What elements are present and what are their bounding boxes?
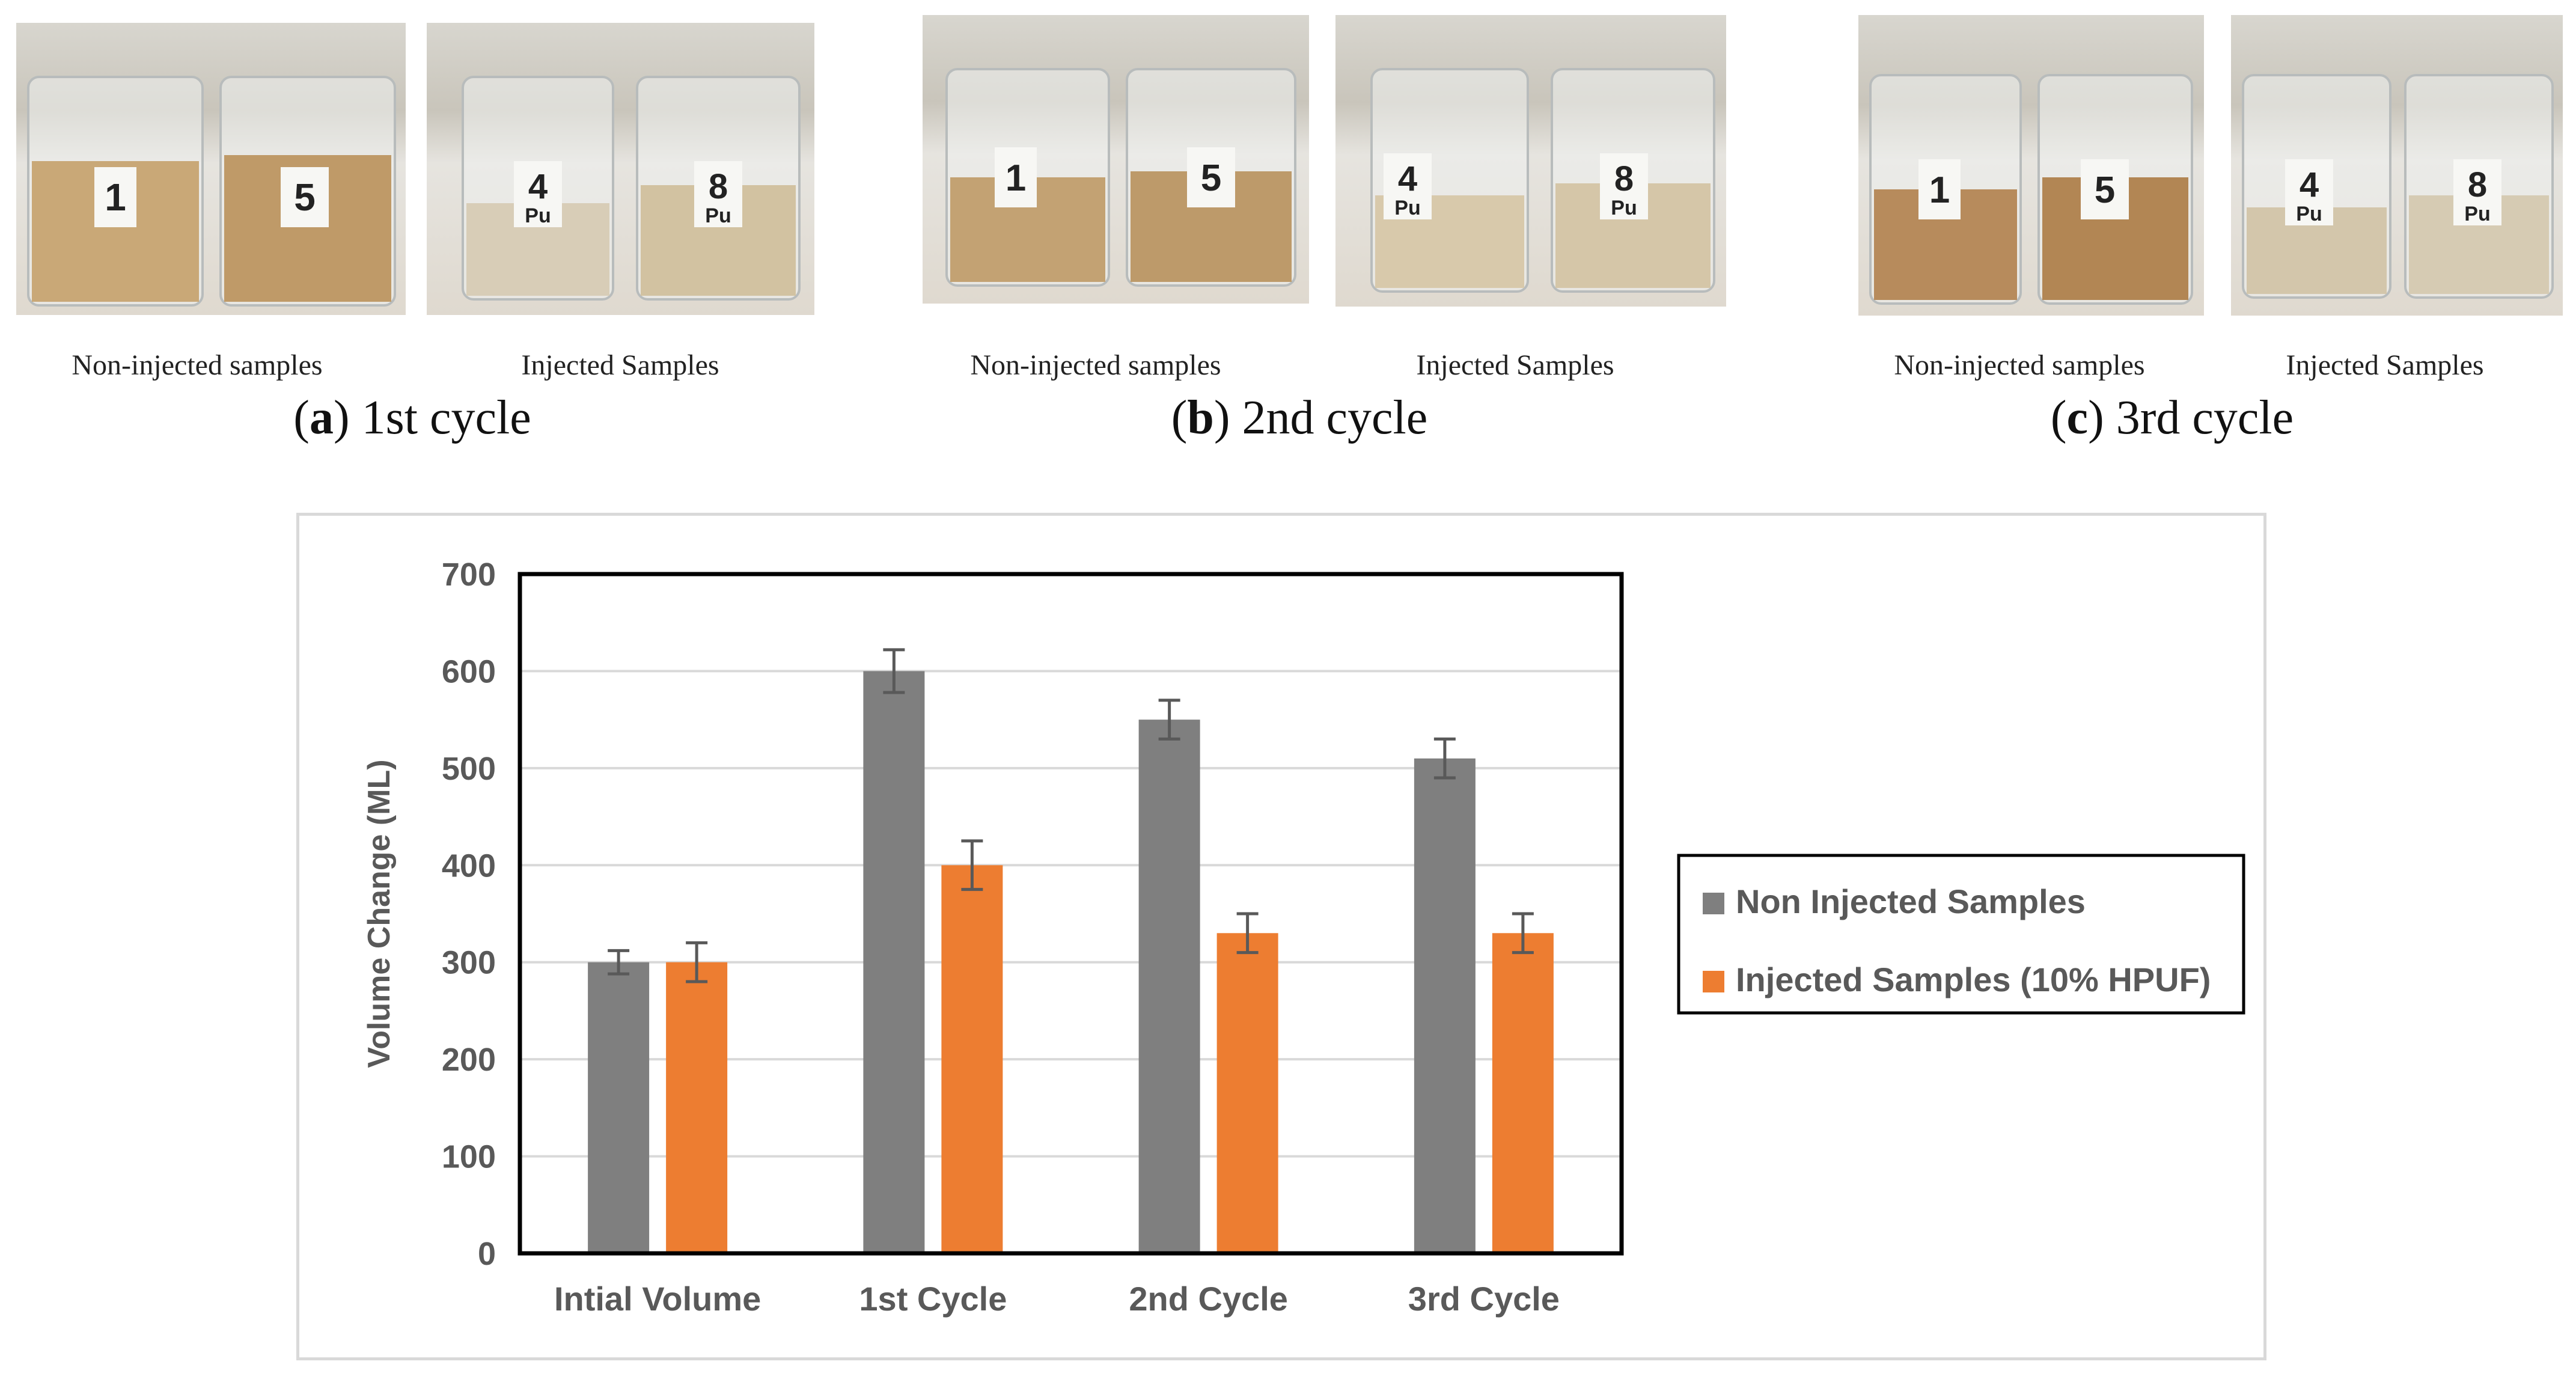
caption-text: 1st cycle bbox=[349, 391, 531, 444]
x-category-label: 1st Cycle bbox=[859, 1280, 1007, 1318]
beaker-marker: Pu bbox=[705, 204, 731, 227]
x-axis-categories: Intial Volume 1st Cycle 2nd Cycle 3rd Cycle bbox=[554, 1280, 1560, 1318]
y-tick-label: 0 bbox=[478, 1236, 496, 1272]
y-axis-ticks: 0 100 200 300 400 500 600 700 bbox=[442, 557, 496, 1272]
photo-non-injected-cycle-3: 1 5 bbox=[1858, 15, 2204, 316]
beaker-number: 5 bbox=[294, 176, 316, 219]
bar-injected bbox=[1492, 933, 1554, 1253]
beaker-marker: Pu bbox=[2464, 203, 2490, 225]
photo-non-injected-cycle-2: 1 5 bbox=[923, 15, 1309, 304]
caption-letter: b bbox=[1187, 391, 1214, 444]
y-tick-label: 600 bbox=[442, 653, 496, 689]
x-category-label: 3rd Cycle bbox=[1408, 1280, 1560, 1318]
caption-cycle-1: (a) 1st cycle bbox=[293, 391, 531, 444]
y-tick-label: 300 bbox=[442, 945, 496, 981]
plot-area-border bbox=[517, 572, 1624, 1256]
y-tick-label: 100 bbox=[442, 1139, 496, 1175]
bar-non-injected bbox=[863, 671, 925, 1253]
y-tick-label: 400 bbox=[442, 848, 496, 884]
photo-non-injected-cycle-1: 1 5 bbox=[16, 23, 406, 315]
caption-letter: c bbox=[2066, 391, 2089, 444]
beakers-image: 4 8 Pu Pu bbox=[1370, 68, 1715, 293]
beaker-marker: Pu bbox=[1394, 197, 1420, 219]
beakers-image: 4 8 Pu Pu bbox=[462, 76, 801, 301]
beakers-image: 1 5 bbox=[945, 68, 1296, 287]
beaker-marker: Pu bbox=[525, 204, 551, 227]
bar-injected bbox=[1216, 933, 1278, 1253]
beaker-marker: Pu bbox=[1611, 197, 1637, 219]
bar-injected bbox=[666, 962, 728, 1253]
label-injected-samples: Injected Samples bbox=[1416, 349, 1614, 381]
label-injected-samples: Injected Samples bbox=[2286, 349, 2484, 381]
beaker-number: 8 bbox=[709, 167, 728, 206]
photo-injected-cycle-2: 4 8 Pu Pu bbox=[1335, 15, 1726, 307]
bars bbox=[588, 671, 1554, 1253]
y-tick-label: 200 bbox=[442, 1042, 496, 1078]
y-tick-label: 700 bbox=[442, 557, 496, 593]
bar-non-injected bbox=[1414, 758, 1476, 1253]
beaker-number: 1 bbox=[105, 176, 126, 219]
bar-injected bbox=[941, 865, 1003, 1253]
label-injected-samples: Injected Samples bbox=[521, 349, 719, 381]
caption-cycle-3: (c) 3rd cycle bbox=[2050, 391, 2294, 444]
caption-letter: a bbox=[309, 391, 334, 444]
beakers-image: 4 8 Pu Pu bbox=[2242, 74, 2554, 299]
chart-frame: 0 100 200 300 400 500 600 700 Intial Volume 1st … bbox=[296, 513, 2266, 1360]
label-non-injected-samples: Non-injected samples bbox=[72, 349, 323, 381]
photo-injected-cycle-1: 4 8 Pu Pu bbox=[427, 23, 814, 315]
beaker-number: 1 bbox=[1929, 170, 1950, 211]
x-category-label: 2nd Cycle bbox=[1129, 1280, 1288, 1318]
y-axis-label: Volume Change (ML) bbox=[362, 759, 397, 1068]
volume-change-bar-chart: 0 100 200 300 400 500 600 700 Intial Volume 1st … bbox=[362, 557, 2245, 1318]
beaker-number: 4 bbox=[2300, 165, 2319, 204]
beaker-number: 8 bbox=[2468, 165, 2487, 204]
label-non-injected-samples: Non-injected samples bbox=[1894, 349, 2145, 381]
caption-text: 2nd cycle bbox=[1230, 391, 1428, 444]
beaker-number: 1 bbox=[1006, 157, 1026, 199]
legend-swatch-non-injected bbox=[1703, 893, 1724, 914]
x-category-label: Intial Volume bbox=[554, 1280, 761, 1318]
legend-label-non-injected: Non Injected Samples bbox=[1736, 882, 2086, 920]
beakers-image: 1 5 bbox=[1869, 74, 2193, 305]
beakers-image: 1 5 bbox=[27, 76, 396, 307]
beaker-marker: Pu bbox=[2296, 203, 2322, 225]
legend-swatch-injected bbox=[1703, 971, 1724, 992]
y-tick-label: 500 bbox=[442, 751, 496, 787]
beaker-number: 5 bbox=[2095, 170, 2115, 211]
legend-box bbox=[1677, 854, 2245, 1015]
beaker-number: 8 bbox=[1614, 159, 1634, 198]
legend-label-injected: Injected Samples (10% HPUF) bbox=[1736, 961, 2211, 998]
legend: Non Injected Samples Injected Samples (1… bbox=[1677, 854, 2245, 1015]
beaker-number: 5 bbox=[1201, 157, 1221, 199]
photo-injected-cycle-3: 4 8 Pu Pu bbox=[2231, 15, 2563, 316]
bar-non-injected bbox=[588, 962, 650, 1253]
bar-non-injected bbox=[1138, 720, 1200, 1253]
caption-cycle-2: (b) 2nd cycle bbox=[1171, 391, 1428, 444]
label-non-injected-samples: Non-injected samples bbox=[970, 349, 1221, 381]
caption-text: 3rd cycle bbox=[2104, 391, 2294, 444]
beaker-number: 4 bbox=[528, 167, 548, 206]
beaker-number: 4 bbox=[1398, 159, 1417, 198]
error-bars bbox=[608, 648, 1534, 983]
